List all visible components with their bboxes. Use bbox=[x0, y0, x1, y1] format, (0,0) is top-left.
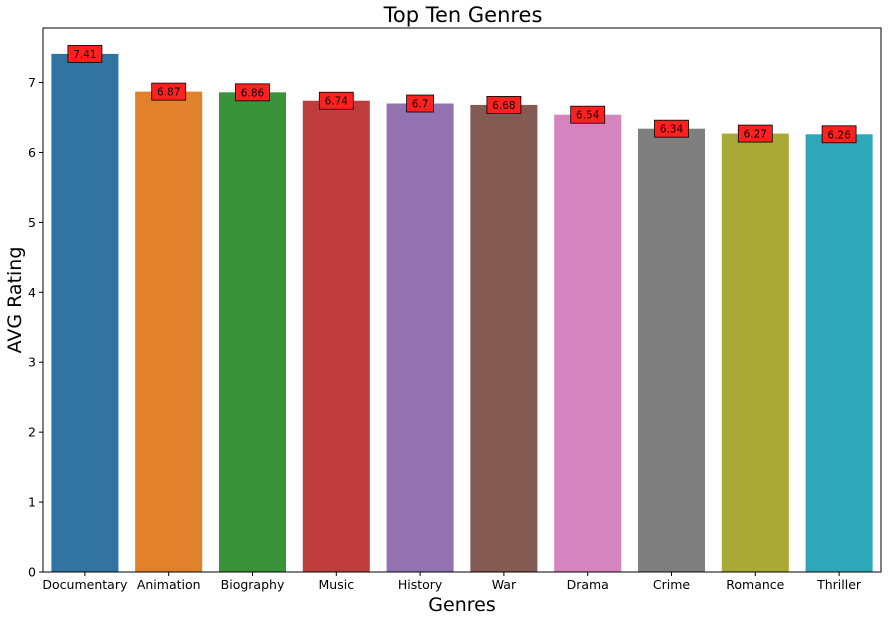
data-label-box bbox=[737, 124, 773, 143]
y-tick-label: 5 bbox=[28, 215, 36, 230]
bar bbox=[554, 114, 622, 572]
bar bbox=[470, 104, 538, 573]
x-tick-label: War bbox=[492, 577, 517, 592]
y-tick-label: 3 bbox=[28, 355, 36, 370]
bar bbox=[302, 100, 370, 573]
bar bbox=[135, 91, 203, 572]
chart-title: Top Ten Genres bbox=[383, 3, 543, 27]
bar bbox=[805, 134, 873, 572]
x-tick-label: Animation bbox=[137, 577, 201, 592]
y-axis-label: AVG Rating bbox=[4, 247, 26, 354]
y-ticks-group: 0 1 2 3 4 5 6 7 bbox=[28, 75, 43, 580]
y-tick-label: 2 bbox=[28, 425, 36, 440]
x-tick-label: Romance bbox=[726, 577, 784, 592]
data-label-box bbox=[570, 105, 606, 124]
plot-frame bbox=[42, 27, 882, 573]
data-label-box bbox=[151, 82, 187, 101]
y-tick-label: 1 bbox=[28, 495, 36, 510]
y-tick-label: 4 bbox=[28, 285, 36, 300]
bar bbox=[218, 92, 287, 573]
data-labels-group: 7.41 6.87 6.86 6.74 6.7 6.68 6.54 6.34 6.27 6.26 bbox=[67, 44, 857, 144]
data-label: 6.26 bbox=[827, 129, 851, 141]
x-tick-label: Music bbox=[319, 577, 355, 592]
data-label: 7.41 bbox=[73, 49, 96, 61]
x-tick-label: Crime bbox=[653, 577, 691, 592]
data-label-box bbox=[406, 94, 435, 113]
x-tick-label: History bbox=[398, 577, 443, 592]
data-label-box bbox=[235, 83, 270, 102]
data-label-box bbox=[654, 119, 689, 138]
data-label: 6.34 bbox=[660, 124, 684, 136]
data-label: 6.86 bbox=[241, 87, 265, 99]
y-tick-label: 7 bbox=[28, 75, 36, 90]
data-label-box bbox=[67, 44, 103, 63]
x-tick-label: Thriller bbox=[816, 577, 862, 592]
data-label: 6.54 bbox=[576, 110, 600, 122]
data-label: 6.27 bbox=[744, 129, 767, 141]
data-label: 6.74 bbox=[325, 96, 349, 108]
bar bbox=[386, 103, 454, 572]
x-ticks-group: Documentary Animation Biography Music Histor… bbox=[42, 572, 862, 592]
data-label: 6.7 bbox=[412, 99, 429, 111]
y-tick-label: 6 bbox=[28, 145, 36, 160]
data-label: 6.87 bbox=[157, 87, 180, 99]
bar bbox=[721, 133, 789, 572]
x-tick-label: Drama bbox=[567, 577, 609, 592]
data-label-box bbox=[318, 91, 354, 110]
y-tick-label: 0 bbox=[28, 565, 36, 580]
bar bbox=[637, 128, 706, 572]
bar bbox=[51, 53, 119, 573]
data-label-box bbox=[486, 96, 522, 114]
bars-group bbox=[51, 53, 873, 573]
x-tick-label: Documentary bbox=[42, 577, 128, 592]
data-label: 6.68 bbox=[492, 100, 515, 112]
x-axis-label: Genres bbox=[428, 594, 495, 616]
x-tick-label: Biography bbox=[221, 577, 285, 592]
data-label-box bbox=[821, 125, 857, 144]
